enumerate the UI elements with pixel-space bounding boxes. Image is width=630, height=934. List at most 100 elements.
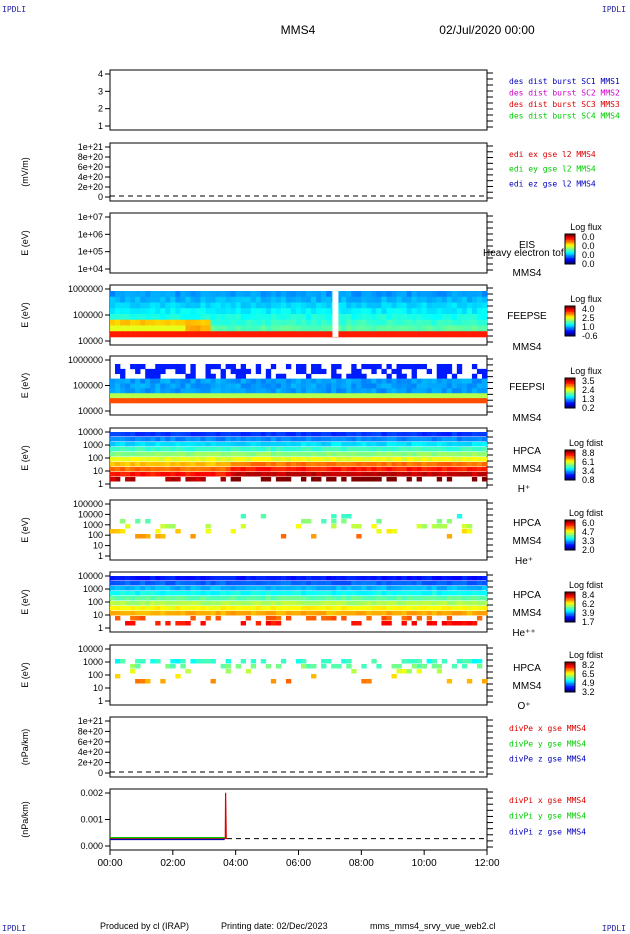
spectrogram-cell xyxy=(371,447,377,452)
spectrogram-cell xyxy=(215,364,221,370)
spectrogram-cell xyxy=(140,364,146,370)
y-tick-label: 1e+06 xyxy=(78,229,103,239)
spectrogram-cell xyxy=(331,606,337,611)
spectrogram-cell xyxy=(160,581,166,586)
side-label: H⁺ xyxy=(518,484,531,495)
spectrogram-cell xyxy=(476,581,483,586)
spectrogram-cell xyxy=(406,601,412,606)
spectrogram-cell xyxy=(190,319,196,326)
spectrogram-cell xyxy=(481,373,488,379)
spectrogram-cell xyxy=(326,576,332,581)
spectrogram-cell xyxy=(431,586,438,591)
spectrogram-cell xyxy=(471,388,478,394)
spectrogram-cell xyxy=(446,581,453,586)
spectrogram-cell xyxy=(205,616,211,621)
spectrogram-cell xyxy=(461,325,468,332)
spectrogram-cell xyxy=(381,581,387,586)
spectrogram-cell xyxy=(125,319,131,326)
spectrogram-cell xyxy=(180,388,186,394)
spectrogram-cell xyxy=(120,611,126,616)
colorbar-cell xyxy=(565,542,575,545)
spectrogram-cell xyxy=(361,291,367,298)
spectrogram-cell xyxy=(290,388,297,394)
spectrogram-cell xyxy=(446,462,453,467)
spectrogram-cell xyxy=(396,457,402,462)
spectrogram-cell xyxy=(120,291,126,298)
colorbar-cell xyxy=(565,451,575,454)
spectrogram-cell xyxy=(125,576,131,581)
colorbar-cell xyxy=(565,238,575,241)
spectrogram-cell xyxy=(411,472,417,477)
spectrogram-cell xyxy=(290,457,297,462)
spectrogram-cell xyxy=(280,477,287,482)
colorbar-cell xyxy=(565,247,575,250)
spectrogram-cell xyxy=(411,447,417,452)
spectrogram-cell xyxy=(140,659,146,664)
spectrogram-cell xyxy=(250,472,257,477)
y-tick-label: 100 xyxy=(88,530,103,540)
spectrogram-cell xyxy=(270,302,277,309)
spectrogram-cell xyxy=(331,364,337,370)
x-tick-label: 10:00 xyxy=(412,858,437,869)
spectrogram-cell xyxy=(230,447,236,452)
spectrogram-cell xyxy=(265,296,272,303)
spectrogram-cell xyxy=(235,591,241,596)
spectrogram-cell xyxy=(461,524,468,529)
spectrogram-cell xyxy=(451,576,458,581)
spectrogram-cell xyxy=(170,462,176,467)
spectrogram-cell xyxy=(421,314,427,321)
spectrogram-cell xyxy=(416,314,422,321)
colorbar-cell xyxy=(565,666,575,669)
spectrogram-cell xyxy=(250,447,257,452)
spectrogram-cell xyxy=(416,383,422,389)
spectrogram-cell xyxy=(456,596,463,601)
spectrogram-cell xyxy=(416,477,422,482)
spectrogram-cell xyxy=(451,601,458,606)
spectrogram-cell xyxy=(381,325,387,332)
spectrogram-cell xyxy=(346,457,352,462)
spectrogram-cell xyxy=(441,586,448,591)
colorbar-tick-label: 3.5 xyxy=(582,376,595,386)
spectrogram-cell xyxy=(245,601,252,606)
spectrogram-cell xyxy=(406,378,412,384)
spectrogram-cell xyxy=(165,452,171,457)
spectrogram-cell xyxy=(346,291,352,298)
spectrogram-cell xyxy=(361,296,367,303)
spectrogram-cell xyxy=(130,581,136,586)
spectrogram-cell xyxy=(170,291,176,298)
spectrogram-cell xyxy=(356,534,362,539)
spectrogram-cell xyxy=(240,472,247,477)
colorbar-cell xyxy=(565,523,575,525)
spectrogram-cell xyxy=(180,601,186,606)
spectrogram-cell xyxy=(321,601,327,606)
spectrogram-cell xyxy=(346,601,352,606)
panel-frame xyxy=(109,644,488,706)
y-tick-label: 2e+20 xyxy=(78,758,103,768)
spectrogram-cell xyxy=(255,368,262,375)
spectrogram-cell xyxy=(436,388,443,394)
spectrogram-cell xyxy=(416,457,422,462)
colorbar-tick-label: 3.9 xyxy=(582,608,595,618)
spectrogram-cell xyxy=(260,591,267,596)
spectrogram-cell xyxy=(316,581,322,586)
spectrogram-cell xyxy=(381,591,387,596)
spectrogram-cell xyxy=(285,679,292,684)
spectrogram-cell xyxy=(280,467,287,472)
spectrogram-cell xyxy=(115,388,121,394)
spectrogram-cell xyxy=(125,462,131,467)
spectrogram-cell xyxy=(366,319,372,326)
spectrogram-cell xyxy=(376,319,382,326)
spectrogram-cell xyxy=(215,452,221,457)
spectrogram-cell xyxy=(245,452,252,457)
colorbar-cell xyxy=(565,241,575,244)
spectrogram-cell xyxy=(466,398,473,404)
spectrogram-cell xyxy=(381,437,387,442)
spectrogram-cell xyxy=(436,601,443,606)
spectrogram-cell xyxy=(471,621,478,626)
spectrogram-cell xyxy=(381,378,387,384)
spectrogram-cell xyxy=(255,457,262,462)
spectrogram-cell xyxy=(346,388,352,394)
spectrogram-cell xyxy=(180,457,186,462)
spectrogram-cell xyxy=(190,308,196,315)
spectrogram-cell xyxy=(461,591,468,596)
